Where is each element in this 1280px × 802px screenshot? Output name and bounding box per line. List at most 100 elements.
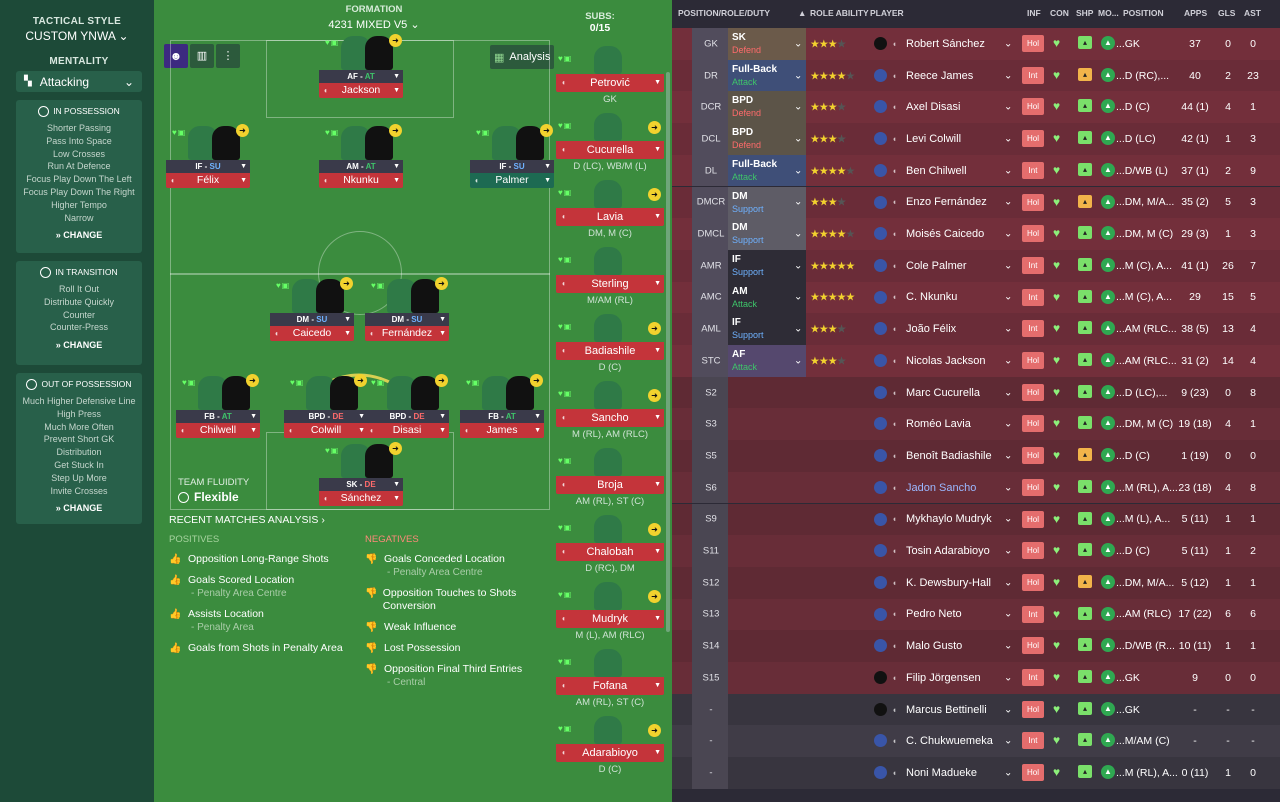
- chevron-down-icon[interactable]: ⌄: [1004, 545, 1013, 557]
- role-badge[interactable]: BPD - DE ▼: [365, 410, 449, 423]
- player-name[interactable]: Cole Palmer: [906, 259, 967, 272]
- pitch-player-disasi[interactable]: ♥▣ ➜ BPD - DE ▼ ◖ Disasi ▼: [365, 372, 449, 438]
- chevron-down-icon[interactable]: ⌄: [1004, 70, 1013, 82]
- sub-name-bar[interactable]: ◖ Lavia ▼: [556, 208, 664, 226]
- chevron-down-icon[interactable]: ⌄: [1004, 482, 1013, 494]
- player-name[interactable]: Robert Sánchez: [906, 37, 985, 50]
- table-row[interactable]: DCR BPD Defend ⌄ ★★★ ★ ★ ◖ Axel Disasi ⌄ Hol ♥ ▴ ▲...…: [672, 91, 1280, 124]
- header-ast[interactable]: AST: [1244, 8, 1261, 18]
- sub-broja[interactable]: ♥▣ ◖ Broja ▼ AM (RL), ST (C): [556, 446, 664, 507]
- pitch-player-sánchez[interactable]: ♥▣ ➜ SK - DE ▼ ◖ Sánchez ▼: [319, 440, 403, 506]
- chevron-down-icon[interactable]: ⌄: [1004, 260, 1013, 272]
- analysis-title-link[interactable]: RECENT MATCHES ANALYSIS ›: [169, 514, 549, 526]
- player-name[interactable]: Filip Jörgensen: [906, 671, 981, 684]
- player-name[interactable]: Jadon Sancho: [906, 481, 977, 494]
- header-con[interactable]: CON: [1050, 8, 1069, 18]
- header-role-ability[interactable]: ROLE ABILITY: [810, 8, 869, 18]
- player-view-icon[interactable]: ☻: [164, 44, 188, 68]
- header-apps[interactable]: APPS: [1184, 8, 1208, 18]
- table-row[interactable]: DL Full-Back Attack ⌄ ★★★★ ★ ◖ Ben Chilwell ⌄ Int…: [672, 154, 1280, 187]
- in-transition-change-button[interactable]: » CHANGE: [16, 340, 142, 350]
- role-badge[interactable]: IF - SU ▼: [470, 160, 554, 173]
- chevron-down-icon[interactable]: ⌄: [1004, 640, 1013, 652]
- player-name[interactable]: Ben Chilwell: [906, 164, 967, 177]
- pitch-player-chilwell[interactable]: ♥▣ ➜ FB - AT ▼ ◖ Chilwell ▼: [176, 372, 260, 438]
- player-name[interactable]: Enzo Fernández: [906, 196, 987, 209]
- player-name-bar[interactable]: ◖ Fernández ▼: [365, 326, 449, 341]
- header-gls[interactable]: GLS: [1218, 8, 1236, 18]
- chevron-down-icon[interactable]: ⌄: [1004, 387, 1013, 399]
- player-name[interactable]: K. Dewsbury-Hall: [906, 576, 991, 589]
- positive-item[interactable]: 👍 Assists Location: [169, 608, 359, 621]
- table-row[interactable]: S12 ◖ K. Dewsbury-Hall ⌄ Hol ♥ ▴ ▲ ...DM, M/A...…: [672, 566, 1280, 599]
- table-row[interactable]: S6 ◖ Jadon Sancho ⌄ Hol ♥ ▴ ▲ ...M (RL), A... 23 …: [672, 471, 1280, 504]
- positive-item[interactable]: 👍 Goals from Shots in Penalty Area: [169, 642, 359, 655]
- sub-cucurella[interactable]: ♥▣ ➜ ◖ Cucurella ▼ D (LC), WB/M (L): [556, 111, 664, 172]
- pitch-player-nkunku[interactable]: ♥▣ ➜ AM - AT ▼ ◖ Nkunku ▼: [319, 122, 403, 188]
- chevron-down-icon[interactable]: ⌄: [1004, 38, 1013, 50]
- role-cell[interactable]: Full-Back Attack ⌄: [728, 154, 806, 187]
- table-row[interactable]: S13 ◖ Pedro Neto ⌄ Int ♥ ▴ ▲ ...AM (RLC) 17 (22) 6…: [672, 598, 1280, 631]
- role-badge[interactable]: AM - AT ▼: [319, 160, 403, 173]
- negative-item[interactable]: 👎 Opposition Touches to Shots Conversion: [365, 587, 555, 613]
- formation-dropdown[interactable]: 4231 MIXED V5 ⌄: [314, 18, 434, 31]
- header-mo[interactable]: MO...: [1098, 8, 1119, 18]
- role-cell[interactable]: IF Support ⌄: [728, 313, 806, 345]
- player-name[interactable]: João Félix: [906, 323, 957, 336]
- sub-name-bar[interactable]: ◖ Adarabioyo ▼: [556, 744, 664, 762]
- role-badge[interactable]: SK - DE ▼: [319, 478, 403, 491]
- header-player[interactable]: PLAYER: [870, 8, 904, 18]
- negative-item[interactable]: 👎 Lost Possession: [365, 642, 555, 655]
- chevron-down-icon[interactable]: ⌄: [1004, 704, 1013, 716]
- table-row[interactable]: AMR IF Support ⌄ ★★★★★ ◖ Cole Palmer ⌄ Int ♥ ▴ ▲...…: [672, 249, 1280, 282]
- player-name-bar[interactable]: ◖ Sánchez ▼: [319, 491, 403, 506]
- pitch-player-caicedo[interactable]: ♥▣ ➜ DM - SU ▼ ◖ Caicedo ▼: [270, 275, 354, 341]
- role-badge[interactable]: IF - SU ▼: [166, 160, 250, 173]
- player-name[interactable]: Pedro Neto: [906, 608, 962, 621]
- table-row[interactable]: S3 ◖ Roméo Lavia ⌄ Hol ♥ ▴ ▲ ...DM, M (C) 19 (18)…: [672, 408, 1280, 441]
- pitch-player-palmer[interactable]: ♥▣ ➜ IF - SU ▼ ◖ Palmer ▼: [470, 122, 554, 188]
- table-row[interactable]: S5 ◖ Benoît Badiashile ⌄ Hol ♥ ▴ ▲ ...D (C) 1 (19…: [672, 440, 1280, 472]
- role-badge[interactable]: FB - AT ▼: [460, 410, 544, 423]
- player-name[interactable]: Mykhaylo Mudryk: [906, 513, 992, 526]
- positive-item[interactable]: 👍 Opposition Long-Range Shots: [169, 553, 359, 566]
- player-name-bar[interactable]: ◖ Disasi ▼: [365, 423, 449, 438]
- sub-chalobah[interactable]: ♥▣ ➜ ◖ Chalobah ▼ D (RC), DM: [556, 513, 664, 574]
- header-position[interactable]: POSITION: [1123, 8, 1164, 18]
- player-name[interactable]: Tosin Adarabioyo: [906, 545, 990, 558]
- negative-item[interactable]: 👎 Goals Conceded Location: [365, 553, 555, 566]
- chevron-down-icon[interactable]: ⌄: [1004, 101, 1013, 113]
- chevron-down-icon[interactable]: ⌄: [1004, 291, 1013, 303]
- sub-name-bar[interactable]: ◖ Sancho ▼: [556, 409, 664, 427]
- subs-scrollbar[interactable]: [666, 72, 670, 632]
- sub-name-bar[interactable]: ◖ Mudryk ▼: [556, 610, 664, 628]
- sub-name-bar[interactable]: ◖ Fofana ▼: [556, 677, 664, 695]
- player-name[interactable]: Moisés Caicedo: [906, 228, 985, 241]
- positive-item[interactable]: 👍 Goals Scored Location: [169, 574, 359, 587]
- table-row[interactable]: STC AF Attack ⌄ ★★★ ★ ★ ◖ Nicolas Jackson ⌄ Hol ♥ ▴ ▲…: [672, 345, 1280, 377]
- role-badge[interactable]: DM - SU ▼: [365, 313, 449, 326]
- table-row[interactable]: S9 ◖ Mykhaylo Mudryk ⌄ Hol ♥ ▴ ▲ ...M (L), A... 5…: [672, 503, 1280, 536]
- table-row[interactable]: AML IF Support ⌄ ★★★ ★ ★ ◖ João Félix ⌄ Int ♥ ▴ ▲ ...A…: [672, 313, 1280, 345]
- role-cell[interactable]: SK Defend ⌄: [728, 28, 806, 60]
- table-row[interactable]: DMCR DM Support ⌄ ★★★ ★ ★ ◖ Enzo Fernández ⌄ Hol ♥ ▴…: [672, 186, 1280, 219]
- player-name[interactable]: Axel Disasi: [906, 101, 961, 114]
- sub-name-bar[interactable]: ◖ Cucurella ▼: [556, 141, 664, 159]
- chevron-down-icon[interactable]: ⌄: [1004, 133, 1013, 145]
- player-name[interactable]: Malo Gusto: [906, 640, 963, 653]
- role-badge[interactable]: FB - AT ▼: [176, 410, 260, 423]
- chevron-down-icon[interactable]: ⌄: [1004, 196, 1013, 208]
- player-name[interactable]: C. Nkunku: [906, 291, 958, 304]
- sub-sterling[interactable]: ♥▣ ◖ Sterling ▼ M/AM (RL): [556, 245, 664, 306]
- table-row[interactable]: S15 ◖ Filip Jörgensen ⌄ Int ♥ ▴ ▲ ...GK 9 0 0: [672, 662, 1280, 694]
- role-cell[interactable]: IF Support ⌄: [728, 249, 806, 282]
- role-cell[interactable]: AF Attack ⌄: [728, 345, 806, 377]
- bar-chart-icon[interactable]: ▥: [190, 44, 214, 68]
- sub-name-bar[interactable]: ◖ Chalobah ▼: [556, 543, 664, 561]
- table-row[interactable]: S14 ◖ Malo Gusto ⌄ Hol ♥ ▴ ▲ ...D/WB (R... 10 (11…: [672, 630, 1280, 662]
- player-name[interactable]: C. Chukwuemeka: [906, 735, 993, 748]
- sub-mudryk[interactable]: ♥▣ ➜ ◖ Mudryk ▼ M (L), AM (RLC): [556, 580, 664, 641]
- chevron-down-icon[interactable]: ⌄: [1004, 672, 1013, 684]
- role-cell[interactable]: BPD Defend ⌄: [728, 91, 806, 124]
- chevron-down-icon[interactable]: ⌄: [1004, 608, 1013, 620]
